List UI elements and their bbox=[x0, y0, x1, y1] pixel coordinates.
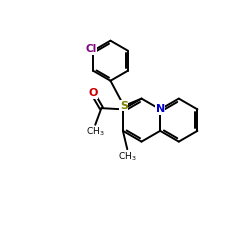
Text: Cl: Cl bbox=[85, 44, 96, 54]
Text: CH$_3$: CH$_3$ bbox=[86, 126, 104, 138]
Text: S: S bbox=[120, 101, 128, 111]
Text: N: N bbox=[156, 104, 165, 114]
Text: CH$_3$: CH$_3$ bbox=[118, 150, 137, 163]
Text: O: O bbox=[88, 88, 98, 99]
